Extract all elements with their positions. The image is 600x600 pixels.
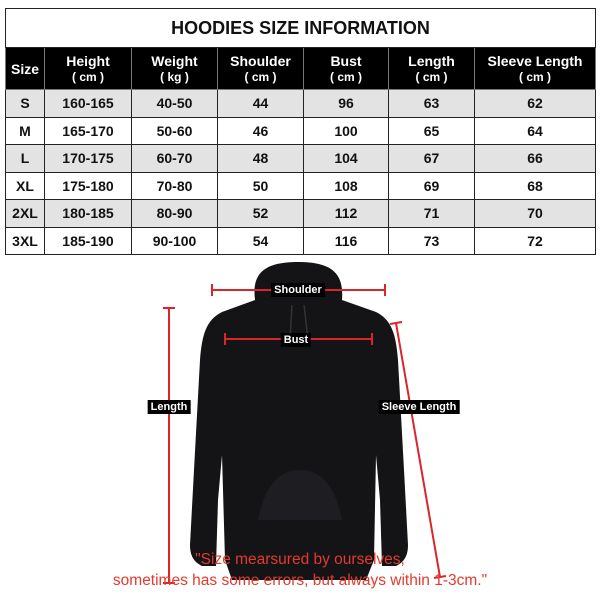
table-cell: 160-165	[44, 89, 132, 118]
table-cell: 116	[303, 226, 389, 255]
table-cell: 170-175	[44, 144, 132, 173]
measure-lines	[163, 284, 447, 584]
table-cell: 40-50	[131, 89, 218, 118]
table-cell: L	[5, 144, 45, 173]
sleeve-length-label: Sleeve Length	[378, 400, 460, 414]
table-cell: XL	[5, 171, 45, 200]
table-cell: 2XL	[5, 199, 45, 228]
table-cell: 70-80	[131, 171, 218, 200]
column-label: Height	[66, 52, 110, 69]
table-cell: 54	[217, 226, 304, 255]
column-unit: ( cm )	[71, 69, 104, 84]
table-cell: 185-190	[44, 226, 132, 255]
table-cell: 64	[473, 116, 597, 145]
table-cell: 100	[303, 116, 389, 145]
hoodie-image	[190, 262, 408, 580]
column-label: Size	[10, 60, 39, 77]
table-cell: 66	[473, 144, 597, 173]
table-row: XL 175-180 70-80 50 108 69 68	[5, 171, 597, 200]
table-cell: 67	[388, 144, 475, 173]
table-row: S 160-165 40-50 44 96 63 62	[5, 89, 597, 118]
table-cell: S	[5, 89, 45, 118]
column-header: Height( cm )	[44, 47, 132, 90]
table-cell: 70	[473, 199, 597, 228]
column-header: Sleeve Length( cm )	[473, 47, 597, 90]
column-header: Length( cm )	[388, 47, 475, 90]
column-label: Sleeve Length	[487, 52, 583, 69]
table-header: Size Height( cm ) Weight( kg ) Shoulder( cm…	[5, 47, 597, 90]
table-cell: 68	[473, 171, 597, 200]
table-row: 3XL 185-190 90-100 54 116 73 72	[5, 226, 597, 255]
table-cell: 175-180	[44, 171, 132, 200]
shoulder-label: Shoulder	[271, 283, 325, 297]
table-cell: 50	[217, 171, 304, 200]
table-cell: 44	[217, 89, 304, 118]
table-cell: 48	[217, 144, 304, 173]
column-label: Weight	[151, 52, 198, 69]
size-table: HOODIES SIZE INFORMATION Size Height( cm …	[4, 8, 597, 255]
column-unit: ( cm )	[519, 69, 552, 84]
column-unit: ( kg )	[160, 69, 189, 84]
table-cell: 3XL	[5, 226, 45, 255]
table-cell: 50-60	[131, 116, 218, 145]
table-row: 2XL 180-185 80-90 52 112 71 70	[5, 199, 597, 228]
table-title: HOODIES SIZE INFORMATION	[4, 8, 597, 48]
length-label: Length	[147, 400, 191, 414]
column-header: Shoulder( cm )	[217, 47, 304, 90]
table-cell: 80-90	[131, 199, 218, 228]
table-cell: 73	[388, 226, 475, 255]
column-unit: ( cm )	[329, 69, 362, 84]
table-cell: 63	[388, 89, 475, 118]
table-row: L 170-175 60-70 48 104 67 66	[5, 144, 597, 173]
bust-label: Bust	[280, 333, 312, 347]
table-cell: 60-70	[131, 144, 218, 173]
table-cell: 96	[303, 89, 389, 118]
note-line-2: sometimes has some errors, but always wi…	[112, 572, 488, 589]
table-cell: 72	[473, 226, 597, 255]
column-unit: ( cm )	[244, 69, 277, 84]
table-cell: 104	[303, 144, 389, 173]
column-header: Weight( kg )	[131, 47, 218, 90]
column-header: Bust( cm )	[303, 47, 389, 90]
table-cell: 165-170	[44, 116, 132, 145]
table-cell: 69	[388, 171, 475, 200]
table-cell: 71	[388, 199, 475, 228]
note-line-1: "Size mearsured by ourselves,	[195, 551, 405, 568]
table-cell: 65	[388, 116, 475, 145]
table-cell: 52	[217, 199, 304, 228]
table-cell: 90-100	[131, 226, 218, 255]
column-unit: ( cm )	[415, 69, 448, 84]
column-label: Bust	[330, 52, 362, 69]
column-label: Length	[408, 52, 455, 69]
table-cell: 108	[303, 171, 389, 200]
sleeve-length-line	[395, 322, 441, 578]
table-cell: 180-185	[44, 199, 132, 228]
table-row: M 165-170 50-60 46 100 65 64	[5, 116, 597, 145]
table-cell: 46	[217, 116, 304, 145]
column-label: Shoulder	[230, 52, 291, 69]
